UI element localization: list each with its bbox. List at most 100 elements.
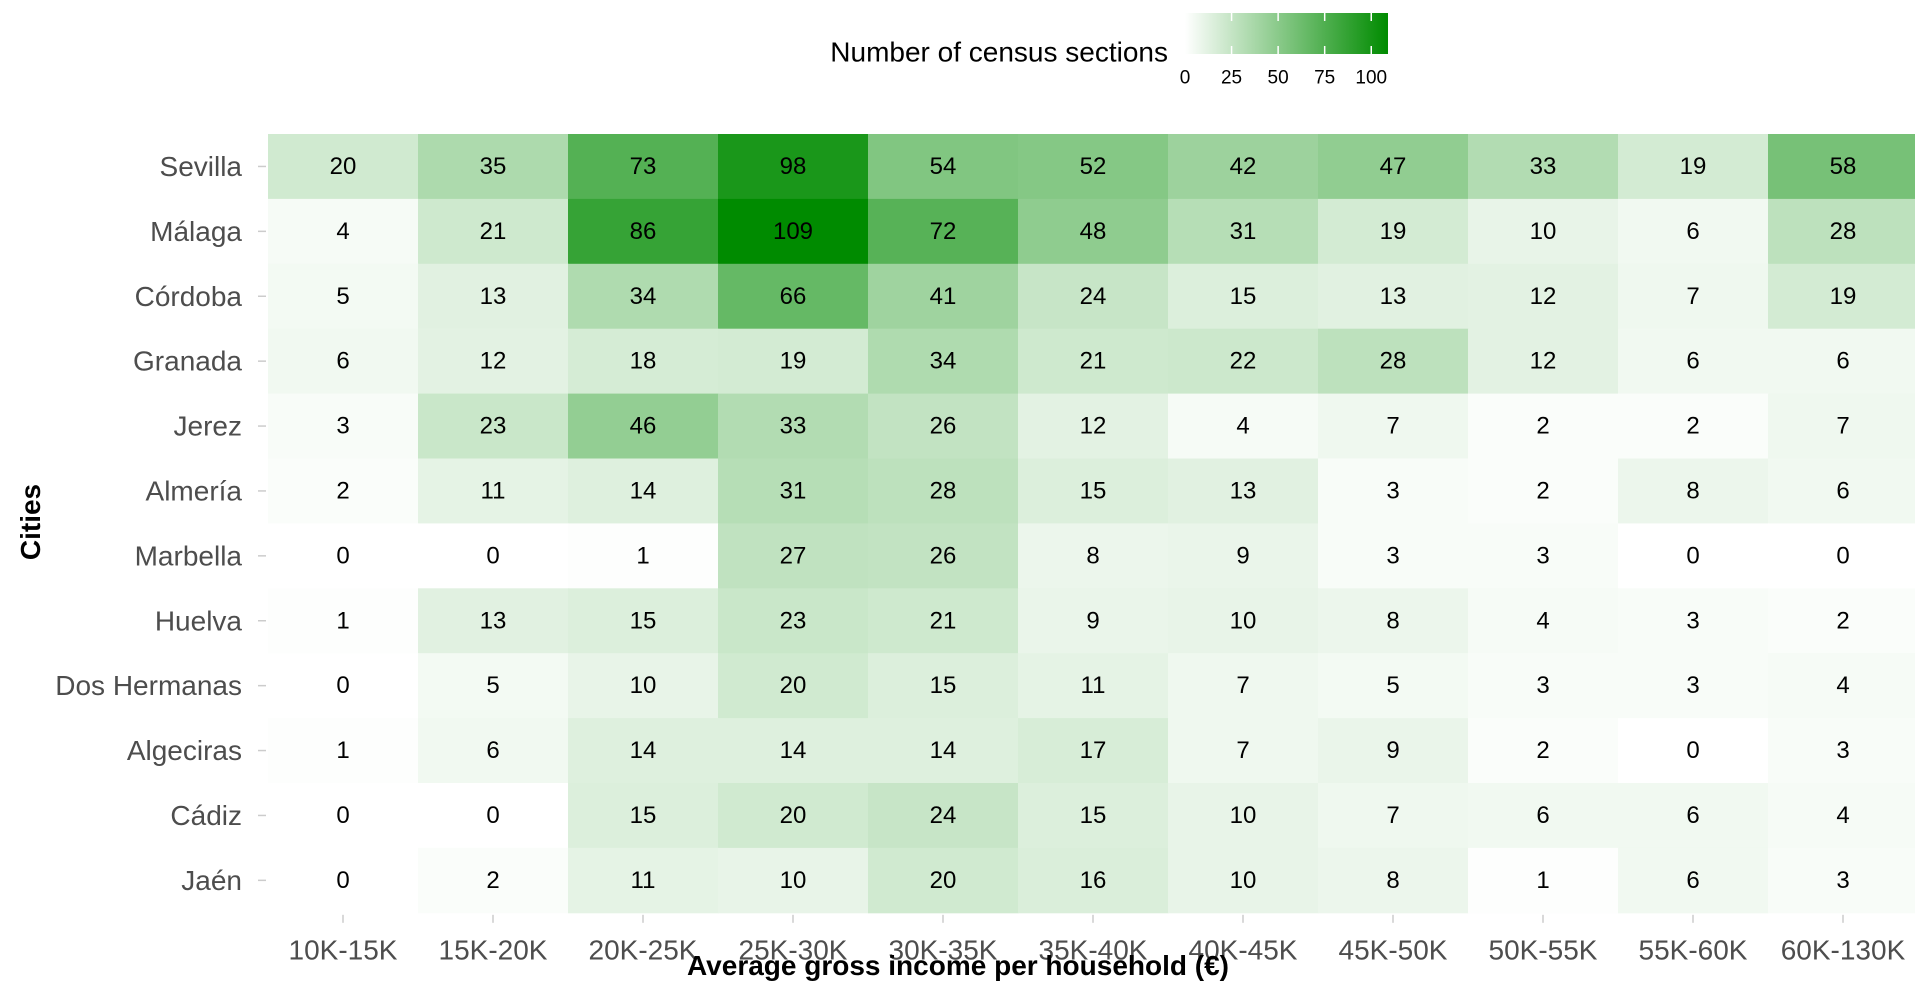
- cell-value-label: 20: [930, 867, 957, 894]
- heatmap-cell: [1318, 328, 1469, 395]
- heatmap-cell: [1768, 328, 1915, 395]
- cell-value-label: 3: [1536, 672, 1549, 699]
- heatmap-cell: [568, 783, 719, 849]
- cell-value-label: 0: [1686, 737, 1699, 764]
- heatmap-cell: [1768, 198, 1915, 265]
- y-axis-title: Cities: [15, 484, 46, 560]
- heatmap-cell: [1168, 588, 1319, 654]
- heatmap-cell: [1768, 134, 1915, 200]
- cell-value-label: 21: [480, 218, 507, 245]
- heatmap-cell: [568, 523, 719, 589]
- y-tick-label: Cádiz: [170, 800, 242, 831]
- heatmap-cell: [568, 458, 719, 524]
- heatmap-cell: [718, 718, 869, 784]
- heatmap-cell: [418, 653, 569, 719]
- heatmap-cell: [268, 653, 419, 719]
- cell-value-label: 20: [330, 153, 357, 180]
- cell-value-label: 10: [1230, 867, 1257, 894]
- heatmap-cell: [1018, 847, 1169, 914]
- cell-value-label: 23: [780, 607, 807, 634]
- cell-value-label: 73: [630, 153, 657, 180]
- heatmap-cell: [1618, 458, 1769, 524]
- heatmap-cell: [718, 588, 869, 654]
- legend-tick-label: 0: [1180, 68, 1191, 89]
- cell-value-label: 3: [1686, 607, 1699, 634]
- cell-value-label: 8: [1386, 607, 1399, 634]
- heatmap-cell: [1618, 847, 1769, 914]
- heatmap-cell: [568, 134, 719, 200]
- x-tick-label: 25K-30K: [739, 934, 848, 965]
- cell-value-label: 3: [1686, 672, 1699, 699]
- cell-value-label: 48: [1080, 218, 1107, 245]
- heatmap-cell: [718, 523, 869, 589]
- cell-value-label: 22: [1230, 348, 1257, 375]
- cell-value-label: 34: [930, 348, 957, 375]
- heatmap-cell: [1018, 263, 1169, 330]
- cell-value-label: 31: [780, 477, 807, 504]
- heatmap-cell: [1468, 847, 1619, 914]
- heatmap-cell: [418, 783, 569, 849]
- heatmap-cell: [1168, 523, 1319, 589]
- heatmap-cell: [418, 134, 569, 200]
- cell-value-label: 6: [1536, 802, 1549, 829]
- x-tick-label: 60K-130K: [1781, 934, 1906, 965]
- cell-value-label: 41: [930, 283, 957, 310]
- cell-value-label: 15: [1080, 477, 1107, 504]
- heatmap-cell: [1618, 783, 1769, 849]
- heatmap-cell: [1768, 458, 1915, 524]
- cell-value-label: 28: [930, 477, 957, 504]
- heatmap-cell: [268, 783, 419, 849]
- heatmap-cell: [718, 393, 869, 459]
- cell-value-label: 3: [1536, 542, 1549, 569]
- cell-value-label: 31: [1230, 218, 1257, 245]
- cell-value-label: 26: [930, 413, 957, 440]
- y-tick-label: Marbella: [135, 540, 243, 571]
- cell-value-label: 8: [1086, 542, 1099, 569]
- cell-value-label: 3: [336, 413, 349, 440]
- legend-tick-label: 75: [1314, 68, 1335, 89]
- heatmap-cell: [1168, 783, 1319, 849]
- y-axis: Sevilla Málaga Córdoba Granada Jerez Almería M…: [55, 151, 266, 896]
- cell-value-label: 10: [1530, 218, 1557, 245]
- heatmap-cell: [1168, 263, 1319, 330]
- heatmap-cell: [1318, 393, 1469, 459]
- cell-value-label: 3: [1836, 867, 1849, 894]
- heatmap-cell: [1018, 393, 1169, 459]
- cell-value-label: 4: [1236, 413, 1249, 440]
- heatmap-cell: [268, 328, 419, 395]
- heatmap-cell: [418, 393, 569, 459]
- heatmap-cell: [1618, 653, 1769, 719]
- x-tick-label: 10K-15K: [289, 934, 398, 965]
- y-tick-label: Jerez: [174, 411, 242, 442]
- cell-value-label: 6: [336, 348, 349, 375]
- cell-value-label: 2: [1836, 607, 1849, 634]
- cell-value-label: 9: [1086, 607, 1099, 634]
- heatmap-cell: [1468, 198, 1619, 265]
- heatmap-cell: [268, 134, 419, 200]
- y-tick-label: Algeciras: [127, 735, 242, 766]
- cell-value-label: 27: [780, 542, 807, 569]
- heatmap-cell: [1468, 783, 1619, 849]
- cell-value-label: 34: [630, 283, 657, 310]
- heatmap-cell: [1018, 588, 1169, 654]
- cell-value-label: 6: [1686, 218, 1699, 245]
- heatmap-cell: [1618, 393, 1769, 459]
- heatmap-cell: [1468, 653, 1619, 719]
- cell-value-label: 0: [336, 802, 349, 829]
- heatmap-cell: [568, 393, 719, 459]
- cell-value-label: 13: [480, 607, 507, 634]
- heatmap-cell: [268, 198, 419, 265]
- heatmap-cell: [268, 458, 419, 524]
- heatmap-cell: [418, 523, 569, 589]
- cell-value-label: 2: [1536, 477, 1549, 504]
- heatmap-cell: [868, 263, 1019, 330]
- cell-value-label: 0: [1686, 542, 1699, 569]
- heatmap-cell: [868, 523, 1019, 589]
- heatmap-cell: [418, 718, 569, 784]
- heatmap-cell: [868, 653, 1019, 719]
- cell-value-label: 19: [1680, 153, 1707, 180]
- cell-value-label: 4: [1536, 607, 1549, 634]
- heatmap-cell: [1468, 458, 1619, 524]
- cell-value-label: 24: [1080, 283, 1107, 310]
